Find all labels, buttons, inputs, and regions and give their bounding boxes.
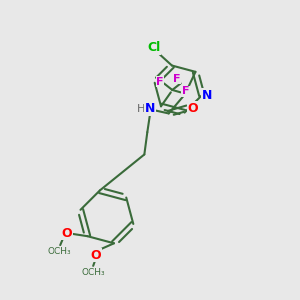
Text: O: O [61, 227, 72, 240]
Text: OCH₃: OCH₃ [81, 268, 105, 277]
Text: O: O [55, 247, 62, 257]
Text: OCH₃: OCH₃ [48, 247, 71, 256]
Text: H: H [136, 104, 145, 114]
Text: F: F [173, 74, 181, 84]
Text: F: F [182, 86, 189, 96]
Text: O: O [188, 102, 198, 115]
Text: F: F [156, 76, 164, 87]
Text: N: N [145, 102, 155, 115]
Text: N: N [202, 89, 212, 102]
Text: O: O [91, 249, 101, 262]
Text: Cl: Cl [148, 41, 161, 54]
